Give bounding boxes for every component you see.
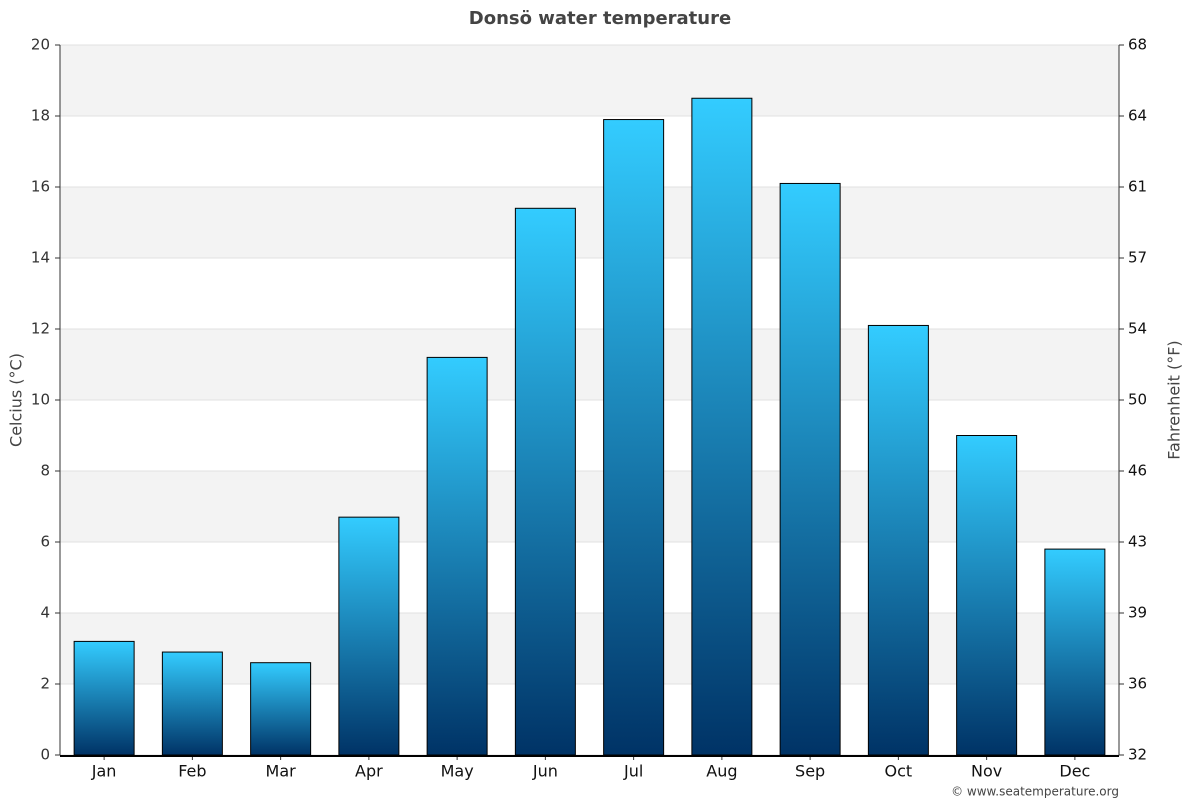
y2-tick-label: 64 — [1128, 107, 1147, 125]
x-tick-label: Nov — [971, 762, 1002, 781]
y-tick-label: 20 — [31, 36, 50, 54]
x-tick-label: Jun — [532, 762, 558, 781]
y-tick-label: 6 — [40, 533, 50, 551]
x-tick-label: Apr — [355, 762, 383, 781]
y2-tick-label: 32 — [1128, 746, 1147, 764]
bar — [338, 516, 400, 756]
y2-tick-label: 43 — [1128, 533, 1147, 551]
bar — [1044, 548, 1106, 756]
y2-tick-label: 50 — [1128, 391, 1147, 409]
x-tick-label: May — [441, 762, 474, 781]
y2-tick-label: 36 — [1128, 675, 1147, 693]
y2-tick-label: 39 — [1128, 604, 1147, 622]
bar — [161, 651, 223, 756]
grid-band — [60, 45, 1119, 116]
x-tick-label: Dec — [1059, 762, 1090, 781]
bar — [73, 640, 135, 756]
y-tick-label: 16 — [31, 178, 50, 196]
y2-tick-label: 46 — [1128, 462, 1147, 480]
y-tick-label: 10 — [31, 391, 50, 409]
grid-band — [60, 613, 1119, 684]
chart-title: Donsö water temperature — [469, 8, 731, 29]
grid-band — [60, 471, 1119, 542]
bar — [250, 662, 312, 756]
x-tick-label: Aug — [706, 762, 737, 781]
y-tick-label: 0 — [40, 746, 50, 764]
bar — [603, 119, 665, 756]
bar — [691, 97, 753, 756]
bar — [514, 207, 576, 756]
x-tick-label: Jan — [91, 762, 117, 781]
y-tick-label: 8 — [40, 462, 50, 480]
x-tick-label: Sep — [795, 762, 825, 781]
x-tick-label: Jul — [623, 762, 643, 781]
grid-band — [60, 187, 1119, 258]
y-tick-label: 14 — [31, 249, 50, 267]
y-tick-label: 4 — [40, 604, 50, 622]
x-tick-label: Mar — [266, 762, 297, 781]
bar — [779, 182, 841, 756]
y2-tick-label: 61 — [1128, 178, 1147, 196]
y-tick-label: 12 — [31, 320, 50, 338]
bar — [867, 324, 929, 756]
y2-tick-label: 54 — [1128, 320, 1147, 338]
source: © www.seatemperature.org — [951, 785, 1119, 799]
y-axis-label: Celcius (°C) — [7, 353, 26, 447]
bar — [956, 435, 1018, 756]
y-tick-label: 2 — [40, 675, 50, 693]
y2-axis-label: Fahrenheit (°F) — [1165, 340, 1184, 459]
y2-tick-label: 68 — [1128, 36, 1147, 54]
x-tick-label: Oct — [885, 762, 913, 781]
y2-tick-label: 57 — [1128, 249, 1147, 267]
x-tick-label: Feb — [178, 762, 206, 781]
grid-band — [60, 329, 1119, 400]
y-tick-label: 18 — [31, 107, 50, 125]
bar — [426, 356, 488, 756]
